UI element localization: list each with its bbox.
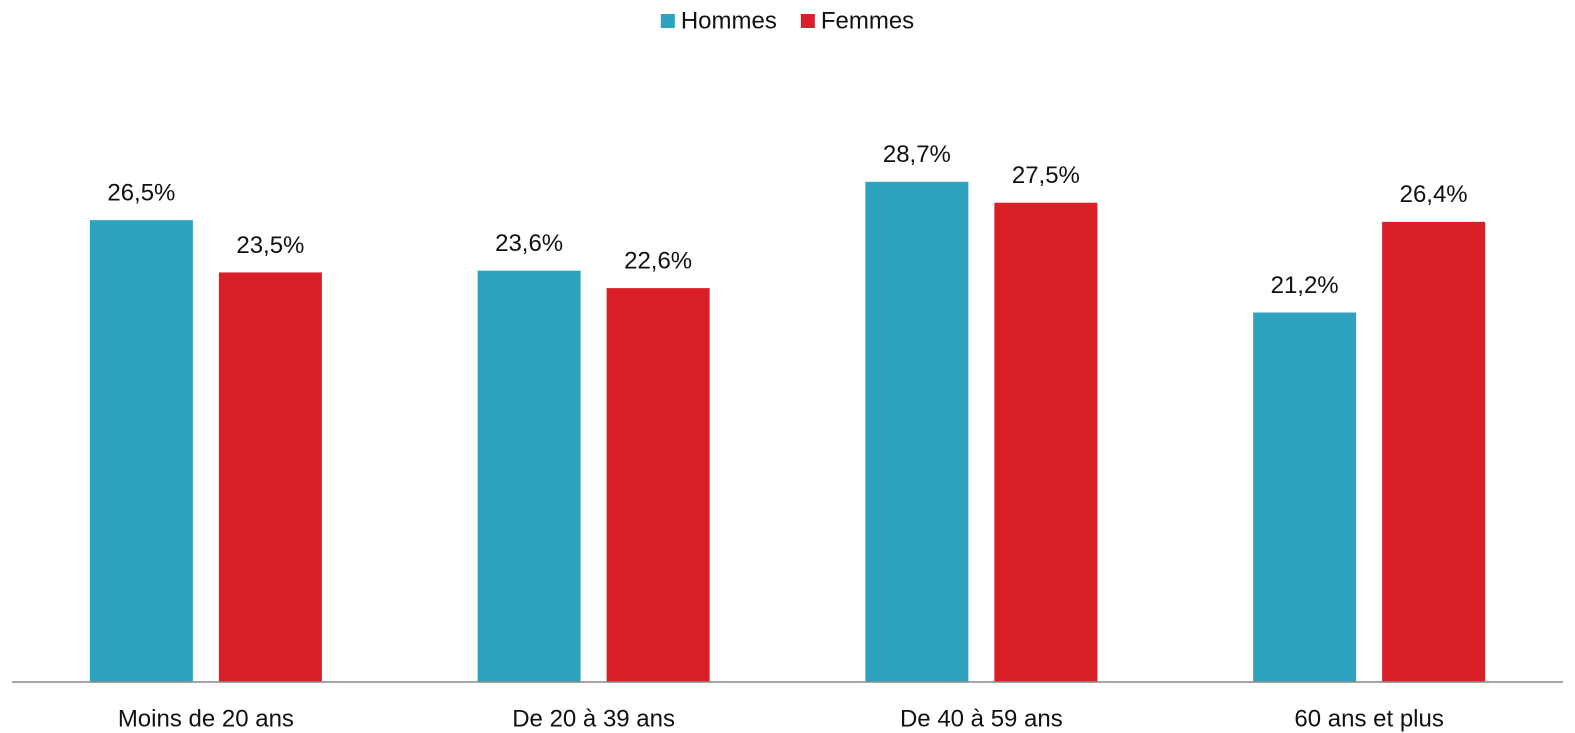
bar xyxy=(1253,312,1357,682)
legend-label: Femmes xyxy=(821,7,914,34)
bar xyxy=(1382,221,1486,682)
value-label: 21,2% xyxy=(1271,272,1339,299)
value-label: 28,7% xyxy=(883,141,951,168)
bar xyxy=(865,181,969,683)
value-label: 22,6% xyxy=(624,247,692,274)
legend-label: Hommes xyxy=(681,7,777,34)
x-tick-label: Moins de 20 ans xyxy=(118,705,294,732)
value-label: 26,4% xyxy=(1400,181,1468,208)
x-tick-label: 60 ans et plus xyxy=(1294,705,1443,732)
legend-swatch xyxy=(800,14,815,28)
bar xyxy=(218,272,322,682)
value-label: 23,5% xyxy=(236,232,304,259)
bar xyxy=(89,220,193,682)
x-tick-label: De 40 à 59 ans xyxy=(900,705,1063,732)
bar xyxy=(477,270,581,682)
x-tick-label: De 20 à 39 ans xyxy=(512,705,675,732)
legend-swatch xyxy=(660,14,675,28)
value-label: 23,6% xyxy=(495,230,563,257)
bar xyxy=(994,202,1098,682)
value-label: 27,5% xyxy=(1012,162,1080,189)
value-label: 26,5% xyxy=(107,179,175,206)
bar xyxy=(606,288,710,682)
